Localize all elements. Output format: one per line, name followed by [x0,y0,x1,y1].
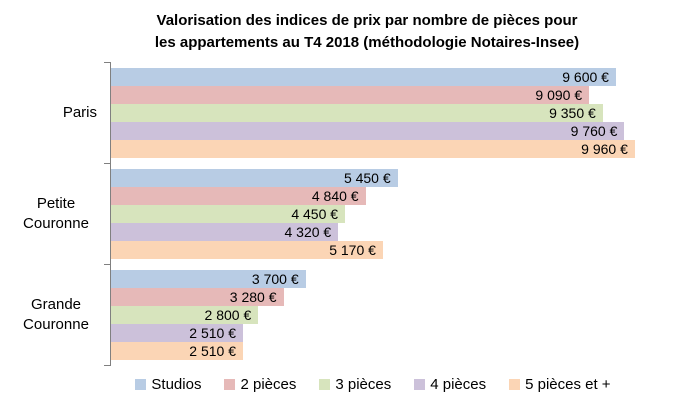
legend-swatch-icon [135,378,147,390]
category-label-grande-couronne: Grande Couronne [0,264,97,365]
category-labels: Paris Petite Couronne Grande Couronne [0,62,97,365]
legend-item-2-pi-ces: 2 pièces [224,376,296,393]
bar-value-label: 2 800 € [204,306,252,323]
category-label-paris: Paris [0,62,97,163]
bar-value-label: 4 320 € [284,223,332,240]
bar-paris-4-pi-ces: 9 760 € [111,121,625,140]
legend-swatch-icon [319,378,331,390]
legend-label: 4 pièces [430,375,487,393]
bar-grande-couronne-5-pi-ces-et: 2 510 € [111,341,244,360]
category-label-petite-couronne: Petite Couronne [0,163,97,264]
bar-group-paris: 9 600 €9 090 €9 350 €9 760 €9 960 € [111,62,637,163]
axis-tick [104,163,111,164]
bar-group-grande-couronne: 3 700 €3 280 €2 800 €2 510 €2 510 € [111,264,637,365]
bar-paris-2-pi-ces: 9 090 € [111,85,590,104]
bar-grande-couronne-3-pi-ces: 2 800 € [111,305,259,324]
bar-petite-couronne-5-pi-ces-et: 5 170 € [111,240,383,259]
legend-item-3-pi-ces: 3 pièces [319,376,391,393]
legend-swatch-icon [414,378,426,390]
bar-paris-studios: 9 600 € [111,67,616,86]
bar-petite-couronne-2-pi-ces: 4 840 € [111,186,366,205]
bar-grande-couronne-2-pi-ces: 3 280 € [111,287,284,306]
bar-grande-couronne-studios: 3 700 € [111,269,306,288]
chart-title-line1: Valorisation des indices de prix par nom… [156,12,578,29]
bar-value-label: 9 760 € [570,122,618,139]
category-label-text: Grande Couronne [23,295,89,333]
bar-paris-5-pi-ces-et: 9 960 € [111,139,635,158]
bar-petite-couronne-studios: 5 450 € [111,168,398,187]
legend-label: Studios [151,375,202,393]
bar-value-label: 9 600 € [562,68,609,85]
bar-grande-couronne-4-pi-ces: 2 510 € [111,323,244,342]
bar-value-label: 2 510 € [189,324,237,341]
plot-area: 9 600 €9 090 €9 350 €9 760 €9 960 €5 450… [104,62,637,366]
bar-value-label: 9 090 € [535,86,583,103]
chart-title: Valorisation des indices de prix par nom… [34,10,700,54]
bar-value-label: 2 510 € [189,342,237,359]
axis-tick [104,365,111,366]
bar-value-label: 4 450 € [291,205,339,222]
chart-title-line2: les appartements au T4 2018 (méthodologi… [154,34,580,51]
legend-label: 2 pièces [240,375,297,393]
legend-label: 5 pièces et + [525,375,611,393]
legend-item-4-pi-ces: 4 pièces [414,376,486,393]
legend: Studios 2 pièces 3 pièces 4 pièces 5 pièces … [110,374,636,394]
category-label-text: Petite Couronne [23,194,89,232]
legend-label: 3 pièces [335,375,392,393]
axis-tick [104,62,111,63]
bar-value-label: 5 170 € [329,241,376,258]
legend-item-5-pi-ces-et: 5 pièces et + [509,375,611,393]
bar-value-label: 9 350 € [549,104,596,121]
bar-petite-couronne-3-pi-ces: 4 450 € [111,204,346,223]
axis-tick [104,264,111,265]
bar-value-label: 4 840 € [311,187,359,204]
legend-swatch-icon [224,378,236,390]
bar-group-petite-couronne: 5 450 €4 840 €4 450 €4 320 €5 170 € [111,163,637,264]
bar-value-label: 9 960 € [581,140,628,157]
legend-swatch-icon [509,378,521,390]
bar-paris-3-pi-ces: 9 350 € [111,103,603,122]
legend-item-studios: Studios [135,376,201,393]
bar-petite-couronne-4-pi-ces: 4 320 € [111,222,339,241]
bar-value-label: 3 280 € [229,288,277,305]
bar-value-label: 3 700 € [251,270,299,287]
bar-value-label: 5 450 € [343,169,391,186]
category-label-text: Paris [62,103,97,121]
